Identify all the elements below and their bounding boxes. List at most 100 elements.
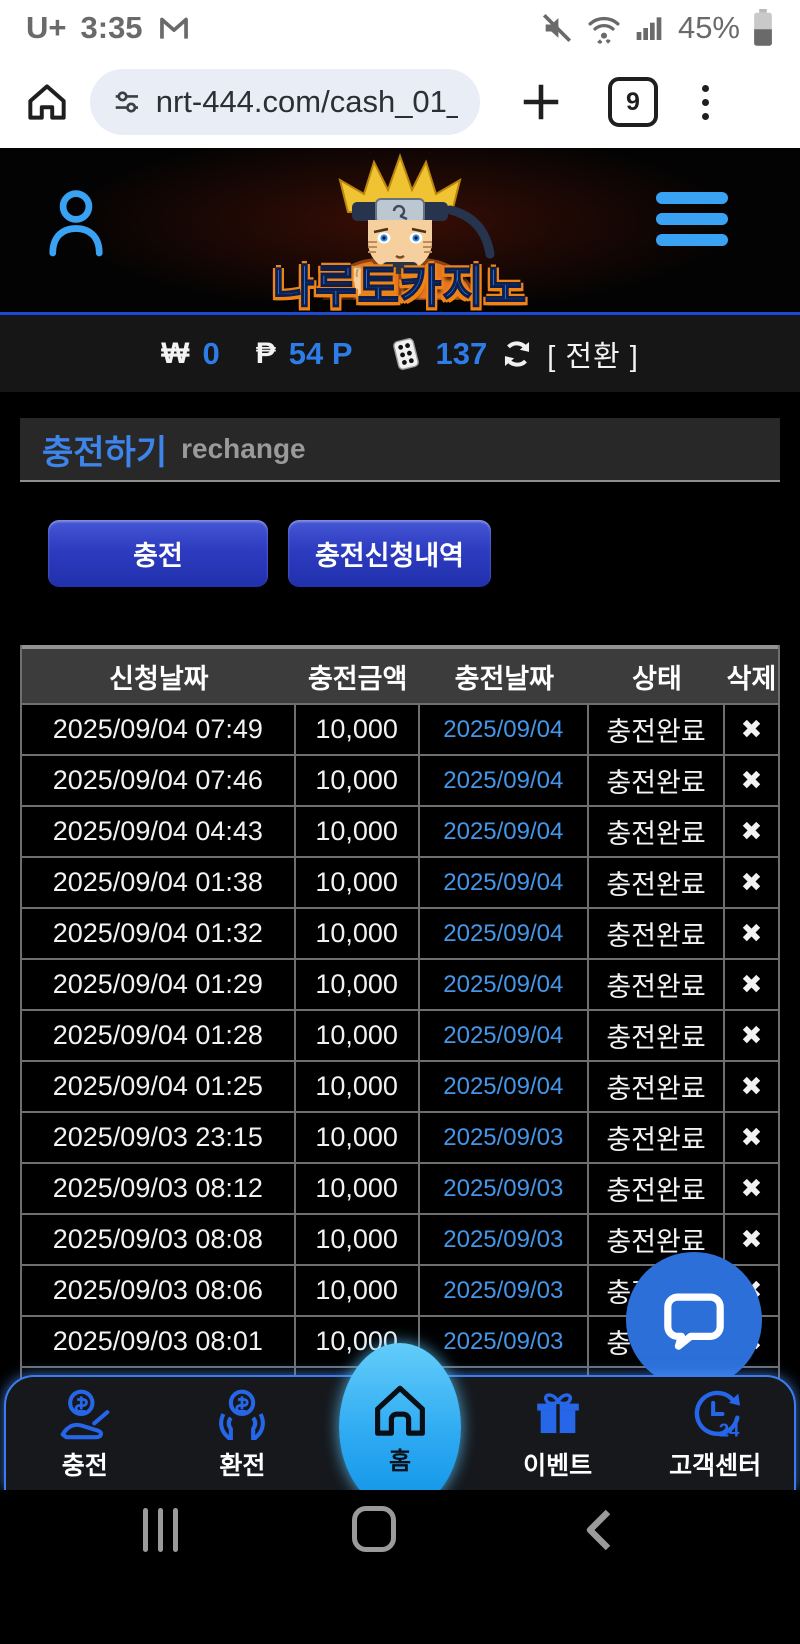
- android-nav-bar: [0, 1490, 800, 1644]
- charge-date-link[interactable]: 2025/09/03: [420, 1215, 589, 1264]
- delete-button[interactable]: ✖: [725, 705, 778, 754]
- browser-menu-button[interactable]: [702, 84, 709, 120]
- x-icon: ✖: [740, 1122, 763, 1152]
- charge-date-link[interactable]: 2025/09/04: [420, 756, 589, 805]
- status-cell: 충전완료: [589, 1062, 726, 1111]
- url-text[interactable]: nrt-444.com/cash_01_1: [155, 84, 458, 119]
- nav-item-home[interactable]: 홈: [321, 1343, 479, 1511]
- delete-button[interactable]: ✖: [725, 1062, 778, 1111]
- x-icon: ✖: [740, 969, 763, 999]
- charge-date-link[interactable]: 2025/09/04: [420, 807, 589, 856]
- tab-count-label: 9: [626, 87, 640, 116]
- x-icon: ✖: [740, 1071, 763, 1101]
- support-24h-icon: 24: [694, 1390, 741, 1440]
- header-charge-date: 충전날짜: [454, 663, 554, 694]
- delete-button[interactable]: ✖: [725, 1113, 778, 1162]
- menu-button[interactable]: [656, 192, 728, 246]
- charge-date-link[interactable]: 2025/09/03: [420, 1164, 589, 1213]
- mute-icon: [542, 13, 572, 43]
- delete-button[interactable]: ✖: [725, 807, 778, 856]
- charge-date-link[interactable]: 2025/09/03: [420, 1113, 589, 1162]
- table-row: 2025/09/04 07:46 10,000 2025/09/04 충전완료 …: [22, 754, 778, 805]
- amount-cell: 10,000: [296, 756, 420, 805]
- site-header: 나루토카지노: [0, 148, 800, 313]
- user-icon: [49, 190, 103, 257]
- address-bar[interactable]: nrt-444.com/cash_01_1: [90, 69, 480, 135]
- x-icon: ✖: [740, 765, 763, 795]
- delete-button[interactable]: ✖: [725, 960, 778, 1009]
- new-tab-button[interactable]: [518, 79, 564, 125]
- amount-cell: 10,000: [296, 1113, 420, 1162]
- nav-label-events: 이벤트: [523, 1452, 593, 1480]
- charge-date-link[interactable]: 2025/09/03: [420, 1266, 589, 1315]
- charge-button[interactable]: 충전: [48, 520, 268, 587]
- request-date-cell: 2025/09/04 01:38: [22, 858, 296, 907]
- x-icon: ✖: [740, 867, 763, 897]
- charge-date-link[interactable]: 2025/09/04: [420, 705, 589, 754]
- charge-date-link[interactable]: 2025/09/04: [420, 960, 589, 1009]
- delete-button[interactable]: ✖: [725, 1164, 778, 1213]
- table-row: 2025/09/04 01:32 10,000 2025/09/04 충전완료 …: [22, 907, 778, 958]
- site-logo[interactable]: 나루토카지노: [272, 150, 527, 313]
- charge-date-link[interactable]: 2025/09/04: [420, 1011, 589, 1060]
- logo-title: 나루토카지노: [272, 260, 528, 313]
- home-circle-button[interactable]: 홈: [338, 1343, 461, 1511]
- amount-cell: 10,000: [296, 705, 420, 754]
- nav-label-exchange: 환전: [219, 1452, 266, 1480]
- delete-button[interactable]: ✖: [725, 1215, 778, 1264]
- back-button[interactable]: [580, 1506, 620, 1554]
- delete-button[interactable]: ✖: [725, 1011, 778, 1060]
- bottom-nav: 충전 환전 홈 이벤트: [4, 1343, 796, 1511]
- request-date-cell: 2025/09/04 01:28: [22, 1011, 296, 1060]
- status-bar: U+ 3:35 45%: [0, 0, 800, 56]
- refresh-icon[interactable]: [500, 337, 534, 371]
- tab-switcher-button[interactable]: 9: [608, 77, 658, 127]
- peso-symbol: ₱: [255, 336, 276, 370]
- nav-label-home: 홈: [388, 1447, 412, 1475]
- home-icon: [375, 1385, 425, 1436]
- delete-button[interactable]: ✖: [725, 858, 778, 907]
- account-button[interactable]: [44, 180, 108, 264]
- charge-date-link[interactable]: 2025/09/04: [420, 858, 589, 907]
- charge-date-link[interactable]: 2025/09/04: [420, 909, 589, 958]
- nav-item-charge[interactable]: 충전: [6, 1377, 164, 1490]
- request-date-cell: 2025/09/04 04:43: [22, 807, 296, 856]
- convert-button[interactable]: [ 전환 ]: [547, 340, 639, 373]
- nav-item-events[interactable]: 이벤트: [479, 1377, 637, 1490]
- signal-icon: [636, 17, 662, 40]
- nav-label-support: 고객센터: [669, 1452, 762, 1480]
- request-date-cell: 2025/09/04 01:25: [22, 1062, 296, 1111]
- delete-button[interactable]: ✖: [725, 909, 778, 958]
- amount-cell: 10,000: [296, 807, 420, 856]
- header-divider: [0, 312, 800, 315]
- amount-cell: 10,000: [296, 1062, 420, 1111]
- site-settings-icon[interactable]: [112, 86, 142, 118]
- carrier-label: U+: [26, 10, 67, 45]
- status-cell: 충전완료: [589, 1011, 726, 1060]
- delete-button[interactable]: ✖: [725, 756, 778, 805]
- header-request-date: 신청날짜: [109, 663, 209, 694]
- header-delete: 삭제: [726, 663, 777, 694]
- request-date-cell: 2025/09/04 01:32: [22, 909, 296, 958]
- request-date-cell: 2025/09/03 23:15: [22, 1113, 296, 1162]
- status-cell: 충전완료: [589, 960, 726, 1009]
- request-date-cell: 2025/09/03 08:01: [22, 1317, 296, 1366]
- nav-item-support[interactable]: 24 고객센터: [636, 1377, 794, 1490]
- request-date-cell: 2025/09/03 08:08: [22, 1215, 296, 1264]
- recents-button[interactable]: [143, 1508, 178, 1552]
- dice-icon: [392, 337, 419, 370]
- header-status: 상태: [632, 663, 682, 694]
- android-home-button[interactable]: [352, 1506, 396, 1552]
- nav-item-exchange[interactable]: 환전: [164, 1377, 322, 1490]
- gmail-icon: [159, 17, 188, 39]
- battery-percent-label: 45%: [677, 10, 740, 45]
- charge-date-link[interactable]: 2025/09/03: [420, 1317, 589, 1366]
- amount-cell: 10,000: [296, 1011, 420, 1060]
- charge-date-link[interactable]: 2025/09/04: [420, 1062, 589, 1111]
- status-cell: 충전완료: [589, 807, 726, 856]
- chat-fab-button[interactable]: [626, 1252, 762, 1388]
- charge-history-button[interactable]: 충전신청내역: [288, 520, 491, 587]
- wifi-icon: [588, 16, 620, 44]
- browser-home-button[interactable]: [22, 77, 72, 127]
